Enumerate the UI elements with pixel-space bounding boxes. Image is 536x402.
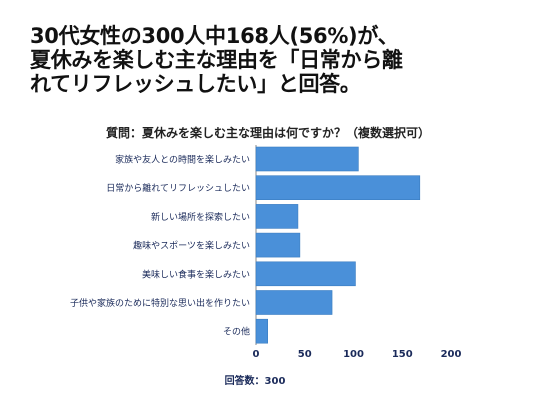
bar (255, 232, 301, 258)
headline-line-1: 30代女性の300人中168人(56%)が、 (30, 24, 399, 48)
category-label: 家族や友人との時間を楽しみたい (115, 154, 250, 166)
x-tick-label: 0 (253, 349, 260, 360)
x-tick-label: 50 (298, 349, 312, 360)
category-label: 美味しい食事を楽しみたい (142, 268, 250, 280)
bar (255, 146, 359, 172)
bar (255, 261, 356, 287)
bar (255, 175, 421, 200)
x-tick-label: 150 (392, 349, 413, 360)
bar (255, 204, 299, 229)
respondent-count: 回答数：300 (224, 376, 286, 387)
category-label: 子供や家族のために特別な思い出を作りたい (70, 297, 250, 309)
category-label: 日常から離れてリフレッシュしたい (106, 182, 250, 194)
headline-line-3: れてリフレッシュしたい」と回答。 (30, 72, 361, 96)
chart-title: 質問：夏休みを楽しむ主な理由は何ですか？（複数選択可） (105, 126, 430, 140)
bar (255, 318, 268, 344)
category-label: その他 (223, 326, 250, 338)
x-tick-label: 200 (441, 349, 462, 360)
bar (255, 290, 333, 315)
headline-line-2: 夏休みを楽しむ主な理由を「日常から離 (30, 48, 403, 72)
category-label: 趣味やスポーツを楽しみたい (133, 240, 250, 252)
headline: 30代女性の300人中168人(56%)が、 夏休みを楽しむ主な理由を「日常から… (30, 24, 520, 96)
x-tick-label: 100 (343, 349, 364, 360)
category-label: 新しい場所を探索したい (151, 211, 250, 223)
